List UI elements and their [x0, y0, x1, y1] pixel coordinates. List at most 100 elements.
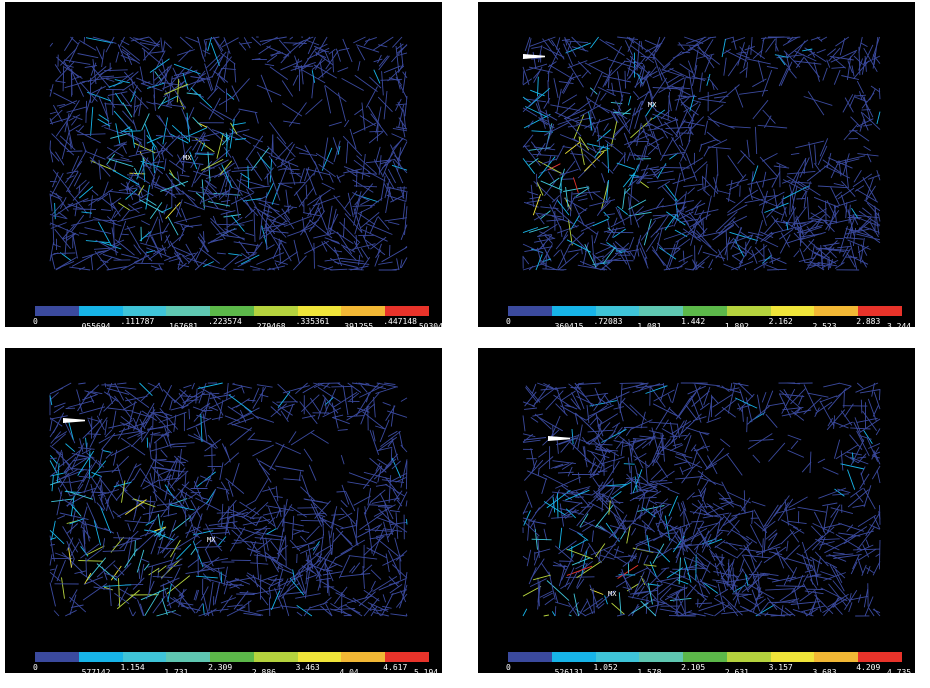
fiber-segment [365, 86, 378, 108]
fiber-segment [121, 480, 126, 503]
fiber-segment [112, 410, 117, 430]
fiber-segment [865, 185, 876, 201]
fiber-segment [190, 547, 197, 556]
fiber-segment [112, 510, 122, 519]
color-scale-label: 2.631 [724, 668, 749, 677]
fiber-segment [540, 263, 558, 271]
fiber-segment [311, 203, 320, 221]
fiber-segment [256, 84, 282, 97]
fiber-segment [745, 397, 753, 423]
fiber-segment [815, 401, 833, 414]
fiber-segment [685, 426, 709, 436]
fiber-segment [717, 583, 725, 613]
fiber-segment [640, 219, 657, 241]
fiber-segment [763, 546, 787, 564]
fiber-segment [188, 408, 191, 420]
fiber-segment [233, 539, 263, 545]
fiber-segment [162, 66, 169, 91]
fiber-segment [724, 215, 747, 228]
fiber-segment [667, 488, 680, 495]
fiber-segment [526, 549, 532, 567]
fiber-segment [157, 382, 164, 392]
fiber-segment [655, 481, 670, 490]
fiber-segment [250, 147, 270, 171]
fiber-segment [633, 581, 645, 595]
fiber-segment [850, 488, 863, 498]
fiber-segment [869, 524, 880, 530]
fiber-segment [701, 175, 704, 189]
fiber-segment [277, 578, 289, 600]
fiber-segment [259, 528, 268, 541]
fiber-segment [49, 535, 55, 562]
fiber-segment [734, 86, 744, 108]
fiber-segment [595, 590, 616, 608]
fiber-segment [632, 107, 643, 116]
fiber-segment [295, 191, 304, 207]
fiber-segment [794, 60, 822, 65]
fiber-segment [675, 538, 687, 559]
fiber-segment [337, 67, 349, 73]
max-marker-label: MX [207, 536, 216, 544]
fiber-segment [288, 431, 297, 443]
fiber-segment [859, 418, 881, 433]
fiber-segment [305, 554, 310, 585]
fiber-segment [576, 219, 598, 235]
fiber-segment [217, 536, 227, 546]
fiber-segment [245, 135, 264, 161]
fiber-segment [593, 145, 605, 159]
fiber-segment [388, 576, 399, 588]
fiber-segment [64, 36, 74, 51]
fiber-segment [537, 45, 543, 63]
fiber-segment [233, 590, 249, 610]
fiber-segment [110, 536, 124, 553]
fiber-segment [843, 535, 856, 545]
fiber-segment [383, 183, 394, 202]
fiber-segment [715, 211, 738, 233]
fiber-segment [159, 411, 173, 417]
fiber-segment [116, 463, 127, 493]
fiber-segment [68, 420, 74, 440]
color-scale-segment [858, 306, 903, 316]
fiber-segment [300, 219, 312, 236]
fiber-segment [221, 37, 239, 48]
fiber-segment [532, 383, 550, 408]
fiber-segment [322, 407, 342, 418]
fiber-segment [203, 527, 228, 530]
fiber-segment [653, 164, 667, 174]
fiber-segment [685, 202, 706, 213]
fiber-segment [678, 392, 697, 417]
fiber-segment [727, 180, 733, 202]
fiber-segment [723, 512, 741, 527]
fiber-segment [49, 118, 68, 125]
fiber-segment [731, 510, 754, 517]
fiber-segment [157, 565, 167, 573]
fiber-segment [732, 585, 744, 601]
fiber-segment [626, 152, 631, 162]
fiber-segment [619, 383, 623, 413]
fiber-segment [334, 586, 348, 605]
fiber-segment [179, 99, 185, 110]
fiber-segment [738, 245, 752, 265]
fiber-segment [567, 466, 573, 477]
fiber-segment [238, 527, 262, 536]
fiber-segment [276, 504, 293, 530]
fiber-segment [645, 565, 663, 584]
fiber-segment [400, 42, 404, 67]
fiber-segment [777, 54, 791, 71]
fiber-segment [650, 490, 662, 498]
fiber-segment [786, 557, 814, 567]
fiber-segment [59, 100, 78, 109]
fiber-segment [802, 554, 809, 571]
fiber-segment [258, 194, 269, 201]
fiber-segment [338, 47, 350, 51]
fiber-segment [229, 128, 251, 145]
fiber-segment [317, 265, 333, 271]
fiber-segment [674, 535, 686, 552]
fiber-segment [525, 387, 538, 403]
fiber-segment [108, 192, 113, 211]
fiber-segment [826, 152, 832, 169]
fiber-segment [652, 403, 680, 418]
fiber-segment [64, 229, 68, 256]
fiber-segment [714, 562, 719, 576]
color-scale-segment [551, 306, 596, 316]
